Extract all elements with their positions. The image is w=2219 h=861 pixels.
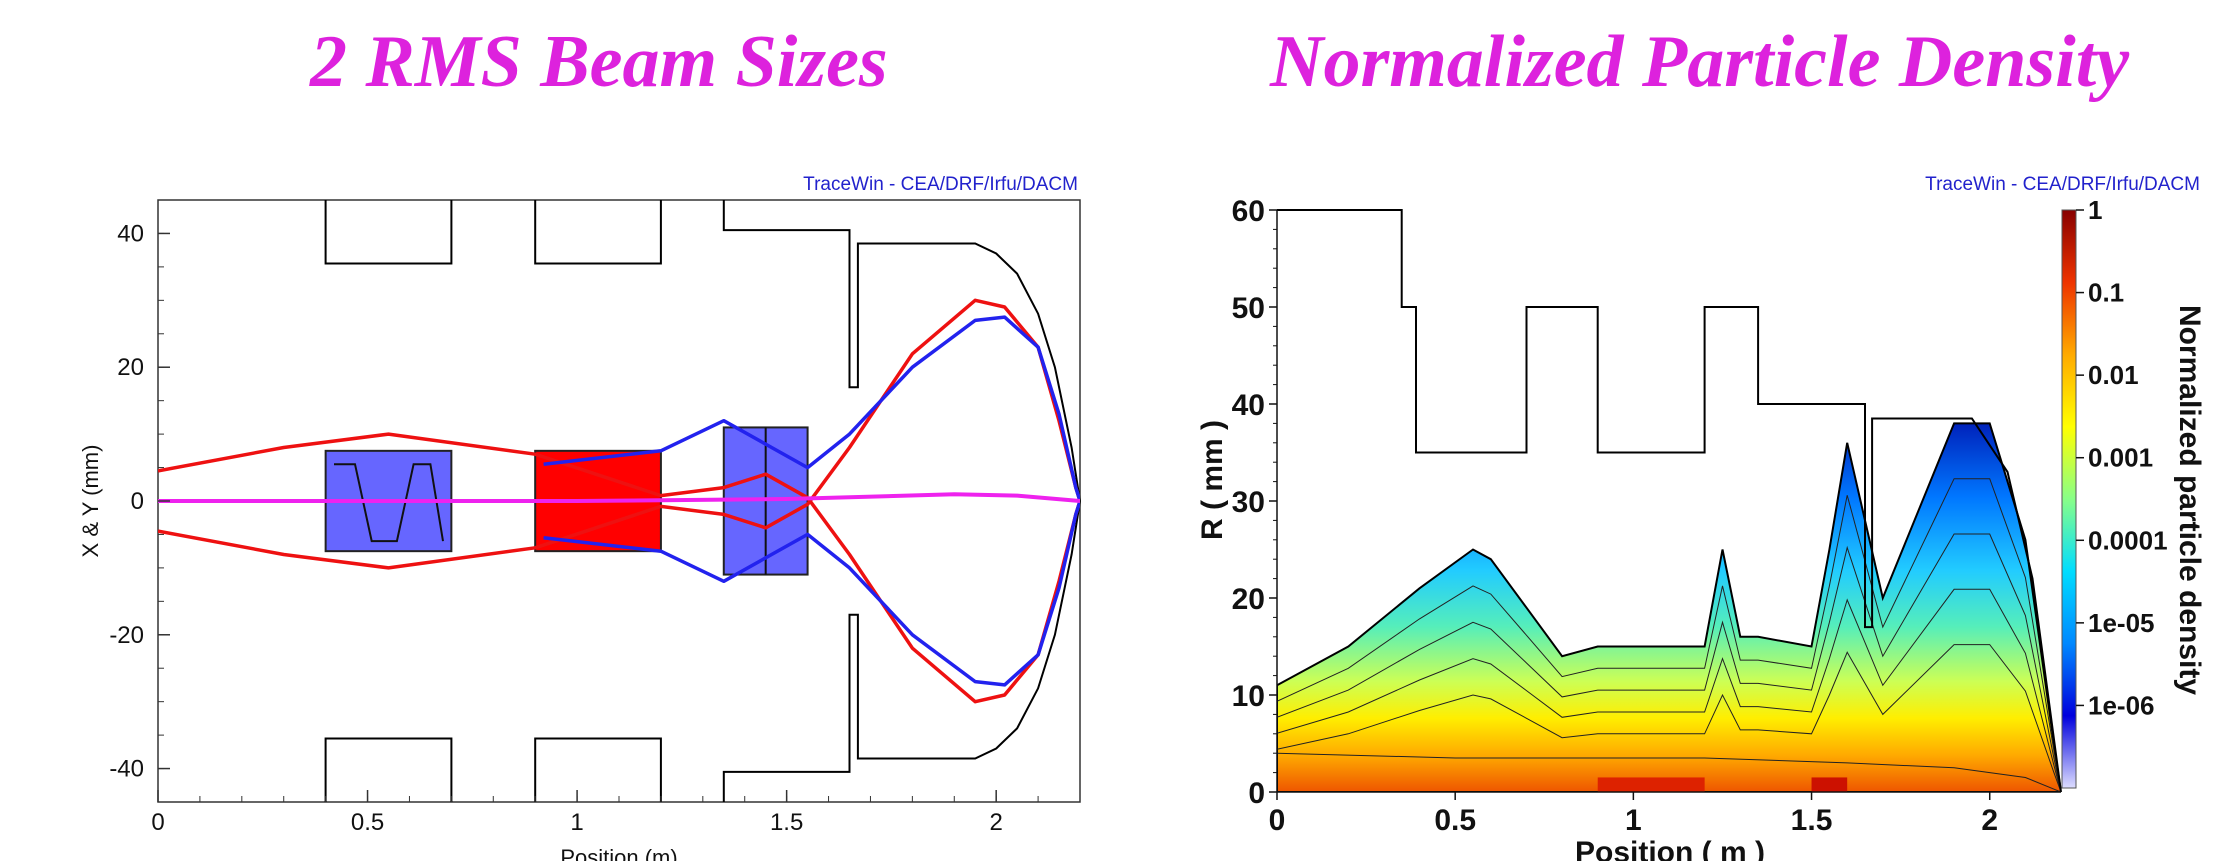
- y-tick-label: 40: [1232, 389, 1265, 422]
- colorbar-gradient: [2061, 209, 2077, 789]
- envelope-series: [158, 298, 1080, 704]
- y-tick-label: 10: [1232, 680, 1265, 713]
- y-tick-label: 30: [1232, 486, 1265, 519]
- x-tick-label: 0.5: [351, 809, 384, 836]
- credit-label: TraceWin - CEA/DRF/Irfu/DACM: [1925, 174, 2200, 195]
- series-x-envelope-mirror: [543, 500, 1080, 687]
- x-axis: 0 0.5 1 1.5 2: [1269, 792, 1998, 837]
- aperture-bottom-3: [722, 500, 1081, 802]
- colorbar-ticks: 1 0.1 0.01 0.001 0.0001 1e-05 1e-06: [2076, 195, 2168, 720]
- density-fill: [1277, 422, 2061, 792]
- x-tick-label: 0.5: [1434, 804, 1476, 837]
- aperture-outline: [324, 200, 1081, 802]
- y-tick-label: 50: [1232, 292, 1265, 325]
- aperture-outline: [1277, 209, 2062, 793]
- x-tick-label: 1.5: [770, 809, 803, 836]
- chart-title-particle-density: Normalized Particle Density: [1270, 21, 2130, 103]
- density-contours: [1277, 478, 2061, 792]
- aperture-line: [1277, 209, 2062, 793]
- x-axis-title: Position (m): [560, 845, 677, 861]
- x-axis-title: Position ( m ): [1575, 836, 1765, 861]
- density-heatmap: [1277, 422, 2061, 792]
- x-tick-label: 0: [1269, 804, 1286, 837]
- y-tick-label: 40: [117, 220, 144, 247]
- x-tick-label: 1.5: [1791, 804, 1833, 837]
- y-tick-label: 60: [1232, 195, 1265, 228]
- colorbar-tick-label: 1: [2088, 195, 2102, 225]
- aperture-top-2: [534, 200, 662, 265]
- y-tick-label: 0: [131, 488, 144, 515]
- y-axis: -40 -20 0 20 40: [109, 199, 170, 803]
- x-tick-label: 1: [1625, 804, 1642, 837]
- y-tick-label: -40: [109, 756, 144, 783]
- x-axis: 0 0.5 1 1.5 2: [151, 790, 1039, 836]
- y-tick-label: 20: [117, 354, 144, 381]
- colorbar-tick-label: 1e-06: [2088, 690, 2155, 720]
- density-contour-4: [1277, 644, 2061, 792]
- aperture-bottom-2: [534, 737, 662, 802]
- y-tick-label: -20: [109, 622, 144, 649]
- y-tick-label: 20: [1232, 583, 1265, 616]
- density-contour-2: [1277, 533, 2061, 792]
- aperture-bottom-1: [324, 737, 453, 802]
- colorbar-tick-label: 0.001: [2088, 443, 2153, 473]
- y-tick-label: 0: [1248, 777, 1265, 810]
- y-axis-title: R ( mm ): [1196, 420, 1229, 540]
- x-tick-label: 0: [151, 809, 164, 836]
- density-contour-1: [1277, 478, 2061, 792]
- colorbar-tick-label: 0.0001: [2088, 525, 2168, 555]
- y-axis: 0 10 20 30 40 50 60: [1232, 195, 1277, 810]
- aperture-top-3: [722, 200, 1081, 502]
- series-x-envelope: [543, 315, 1080, 502]
- y-axis-title: X & Y (mm): [78, 445, 103, 558]
- quad-symbol: [334, 463, 444, 543]
- density-contour-3: [1277, 588, 2061, 792]
- core-contour: [1277, 752, 2061, 792]
- credit-label: TraceWin - CEA/DRF/Irfu/DACM: [803, 174, 1078, 195]
- series-centroid: [158, 492, 1080, 503]
- aperture-top-1: [324, 200, 453, 265]
- hot-spot-1: [1597, 777, 1705, 792]
- chart-title-beam-sizes: 2 RMS Beam Sizes: [310, 21, 888, 103]
- beam-sizes-chart: TraceWin - CEA/DRF/Irfu/DACM 0 0.5 1 1.5 2 -…: [78, 174, 1081, 861]
- colorbar-title: Normalized particle density: [2173, 305, 2206, 695]
- colorbar: 1 0.1 0.01 0.001 0.0001 1e-05 1e-06 Normalized…: [2061, 195, 2206, 789]
- colorbar-tick-label: 1e-05: [2088, 608, 2155, 638]
- hot-spot-2: [1811, 777, 1848, 792]
- x-tick-label: 1: [570, 809, 583, 836]
- colorbar-tick-label: 0.1: [2088, 278, 2124, 308]
- colorbar-tick-label: 0.01: [2088, 360, 2139, 390]
- particle-density-chart: TraceWin - CEA/DRF/Irfu/DACM 0 0.5 1 1.5 2 0…: [1196, 174, 2206, 861]
- x-tick-label: 2: [990, 809, 1003, 836]
- x-tick-label: 2: [1981, 804, 1998, 837]
